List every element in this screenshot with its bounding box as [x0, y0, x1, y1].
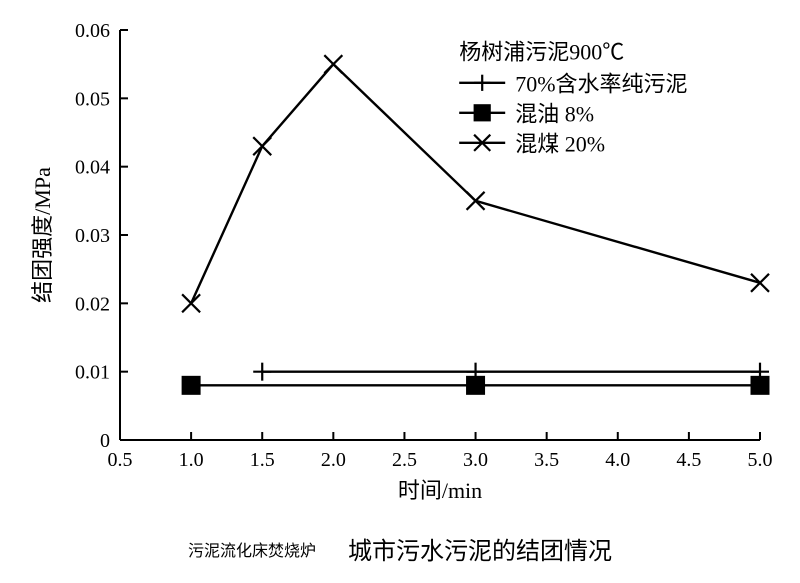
x-tick-label: 1.5 — [250, 449, 275, 471]
x-tick-label: 3.5 — [534, 449, 559, 471]
caption-row: 污泥流化床焚烧炉 城市污水污泥的结团情况 — [0, 531, 800, 566]
legend-item-label: 70%含水率纯污泥 — [515, 72, 687, 97]
x-tick-label: 4.0 — [605, 449, 630, 471]
line-chart: 0.5 1.0 1.5 2.0 2.5 3.0 3.5 4.0 4.5 5.0 0 0.01 0.02 0… — [0, 0, 800, 525]
y-tick-label: 0.04 — [75, 157, 110, 179]
x-tick-label: 4.5 — [676, 449, 701, 471]
x-tick-label: 2.5 — [392, 449, 417, 471]
chart-container: 0.5 1.0 1.5 2.0 2.5 3.0 3.5 4.0 4.5 5.0 0 0.01 0.02 0… — [0, 0, 800, 583]
marker-square — [467, 376, 485, 394]
y-tick-label: 0 — [100, 430, 110, 452]
caption-small: 污泥流化床焚烧炉 — [188, 537, 316, 561]
x-tick-label: 3.0 — [463, 449, 488, 471]
y-tick-label: 0.03 — [75, 225, 110, 247]
legend-item-label: 混煤 20% — [515, 132, 605, 157]
y-tick-label: 0.02 — [75, 293, 110, 315]
marker-square — [751, 376, 769, 394]
y-tick-label: 0.01 — [75, 362, 110, 384]
x-tick-label: 2.0 — [321, 449, 346, 471]
x-tick-label: 0.5 — [108, 449, 133, 471]
legend-item-label: 混油 8% — [515, 102, 594, 127]
y-tick-label: 0.06 — [75, 20, 110, 42]
y-axis-label: 结团强度/MPa — [30, 167, 55, 303]
x-axis-label: 时间/min — [398, 478, 482, 503]
legend-title: 杨树浦污泥900℃ — [459, 40, 624, 65]
y-tick-label: 0.05 — [75, 88, 110, 110]
x-tick-label: 1.0 — [179, 449, 204, 471]
x-tick-label: 5.0 — [748, 449, 773, 471]
marker-square — [474, 105, 490, 121]
caption-main: 城市污水污泥的结团情况 — [348, 531, 612, 566]
marker-square — [182, 376, 200, 394]
